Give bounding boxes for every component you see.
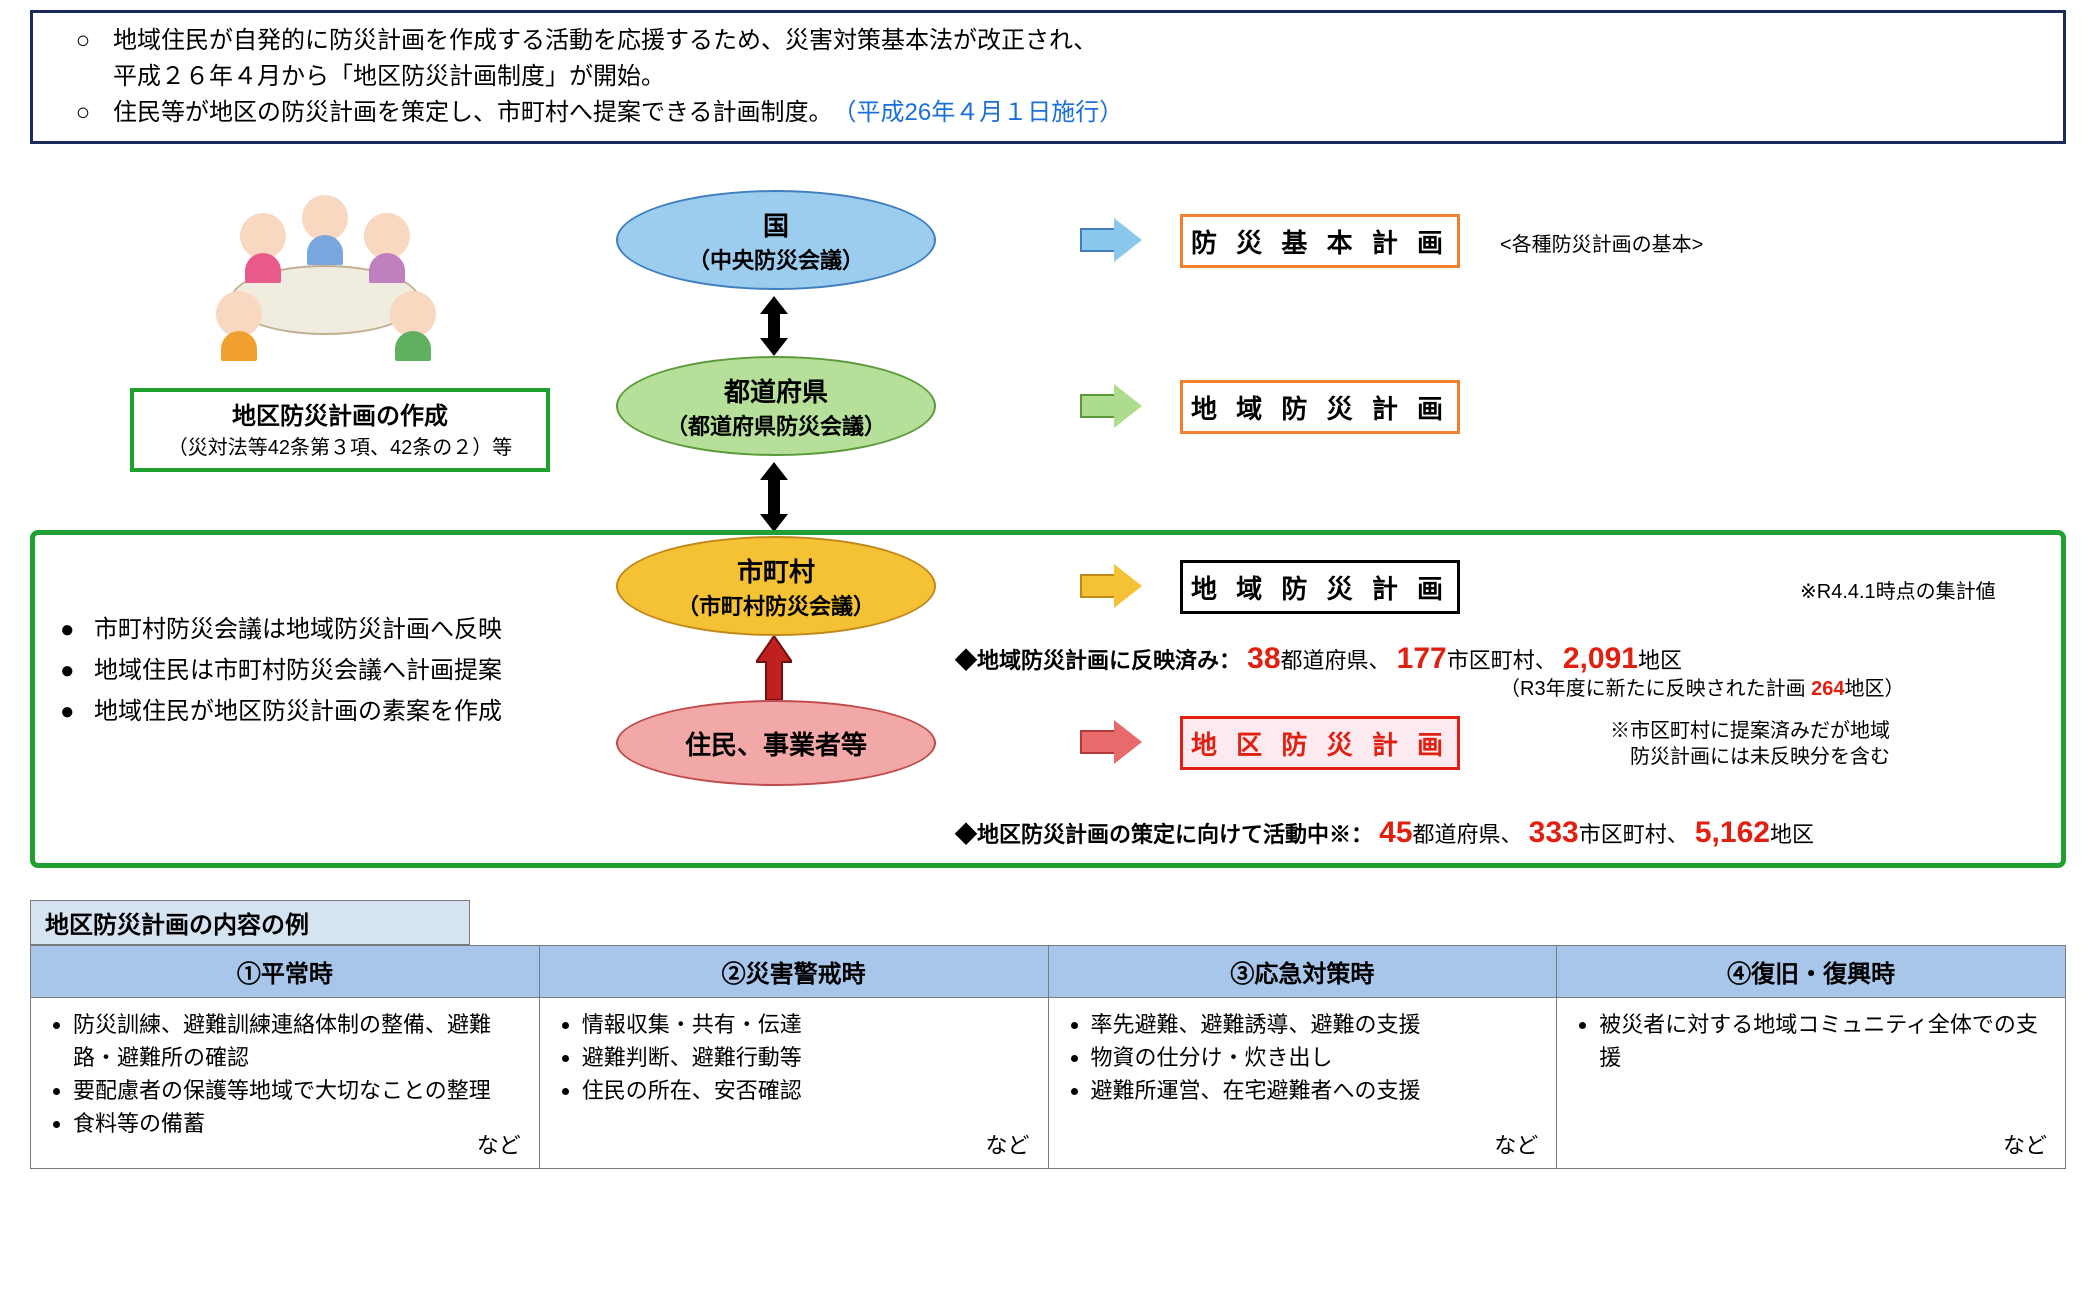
plan-nation-note: <各種防災計画の基本> (1500, 228, 1703, 257)
phases-table-wrap: 地区防災計画の内容の例 ①平常時 ②災害警戒時 ③応急対策時 ④復旧・復興時 防… (30, 900, 2066, 1169)
up-arrow-icon (756, 636, 792, 707)
creation-title: 地区防災計画の作成 (140, 400, 540, 434)
plan-muni: 地 域 防 災 計 画 (1180, 560, 1460, 614)
plan-residents: 地 区 防 災 計 画 (1180, 716, 1460, 770)
plan-nation: 防 災 基 本 計 画 (1180, 214, 1460, 268)
table-title: 地区防災計画の内容の例 (30, 900, 470, 945)
ellipse-pref: 都道府県 （都道府県防災会議） (616, 356, 936, 456)
phase-header: ②災害警戒時 (539, 946, 1048, 998)
header-suffix: （平成26年４月１日施行） (833, 95, 1124, 131)
bullet (53, 59, 113, 95)
creation-note: （災対法等42条第３項、42条の２）等 (140, 434, 540, 462)
phase-cell: 防災訓練、避難訓練連絡体制の整備、避難路・避難所の確認 要配慮者の保護等地域で大… (31, 998, 540, 1169)
phase-cell: 率先避難、避難誘導、避難の支援 物資の仕分け・炊き出し 避難所運営、在宅避難者へ… (1048, 998, 1557, 1169)
arrow-nation (1080, 218, 1150, 262)
arrow-pref (1080, 384, 1150, 428)
plan-pref: 地 域 防 災 計 画 (1180, 380, 1460, 434)
phase-header: ④復旧・復興時 (1557, 946, 2066, 998)
header-box: ○地域住民が自発的に防災計画を作成する活動を応援するため、災害対策基本法が改正さ… (30, 10, 2066, 144)
phase-cell: 情報収集・共有・伝達 避難判断、避難行動等 住民の所在、安否確認 など (539, 998, 1048, 1169)
stats-inprogress: ◆地区防災計画の策定に向けて活動中※： 45都道府県、 333市区町村、 5,1… (955, 810, 2075, 855)
ellipse-residents: 住民、事業者等 (616, 700, 936, 786)
plan-residents-note: ※市区町村に提案済みだが地域 防災計画には未反映分を含む (1610, 718, 1890, 770)
meeting-illustration (210, 195, 440, 375)
header-text: 地域住民が自発的に防災計画を作成する活動を応援するため、災害対策基本法が改正され… (113, 23, 1097, 59)
stats-reflected-note: （R3年度に新たに反映された計画 264地区） (1500, 674, 1905, 704)
creation-box: 地区防災計画の作成 （災対法等42条第３項、42条の２）等 (130, 388, 550, 472)
updown-arrow-icon (756, 296, 792, 356)
phase-cell: 被災者に対する地域コミュニティ全体での支援 など (1557, 998, 2066, 1169)
header-text: 住民等が地区の防災計画を策定し、市町村へ提案できる計画制度。 (113, 95, 833, 131)
ellipse-nation: 国 （中央防災会議） (616, 190, 936, 290)
bullets-left: ●市町村防災会議は地域防災計画へ反映 ●地域住民は市町村防災会議へ計画提案 ●地… (60, 610, 590, 732)
arrow-residents (1080, 720, 1150, 764)
ellipse-muni: 市町村 （市町村防災会議） (616, 536, 936, 636)
bullet: ○ (53, 95, 113, 131)
updown-arrow-icon (756, 462, 792, 532)
bullet: ○ (53, 23, 113, 59)
phases-table: ①平常時 ②災害警戒時 ③応急対策時 ④復旧・復興時 防災訓練、避難訓練連絡体制… (30, 945, 2066, 1169)
arrow-muni (1080, 564, 1150, 608)
header-text: 平成２６年４月から「地区防災計画制度」が開始。 (113, 59, 665, 95)
phase-header: ③応急対策時 (1048, 946, 1557, 998)
phase-header: ①平常時 (31, 946, 540, 998)
as-of: ※R4.4.1時点の集計値 (1800, 575, 1996, 604)
